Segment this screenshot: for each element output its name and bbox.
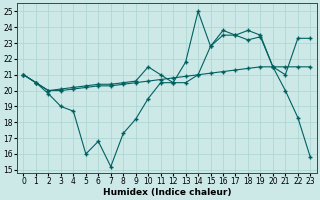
- X-axis label: Humidex (Indice chaleur): Humidex (Indice chaleur): [103, 188, 231, 197]
